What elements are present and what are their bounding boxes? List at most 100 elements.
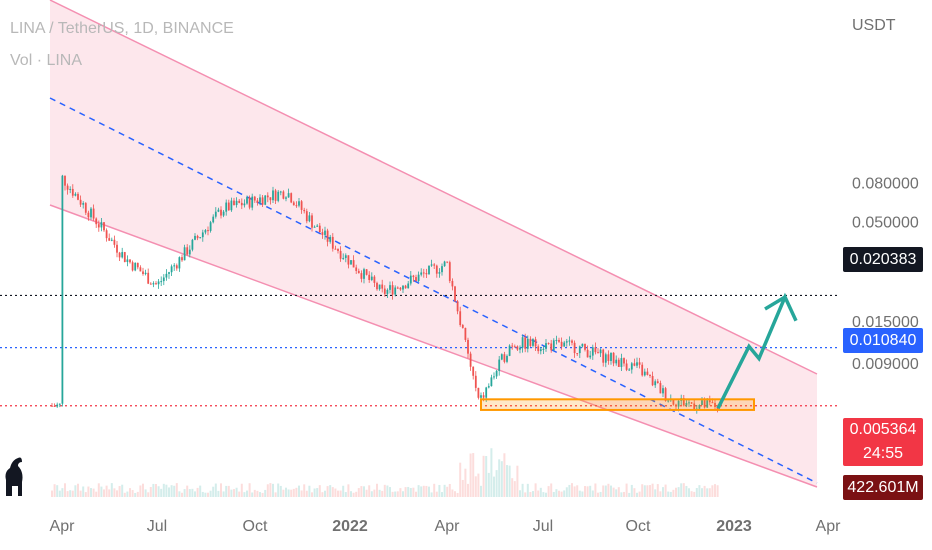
candle-body — [641, 364, 644, 376]
volume-bar — [376, 483, 378, 497]
volume-bar — [482, 455, 485, 497]
time-tick-label: Apr — [816, 518, 842, 535]
candle-body — [573, 342, 576, 354]
candle-body — [571, 340, 573, 343]
volume-bar — [178, 491, 181, 497]
candle-body — [412, 275, 415, 278]
candle-body — [178, 257, 181, 269]
candle-body — [331, 236, 334, 249]
volume-bar — [386, 485, 389, 497]
volume-bar — [555, 489, 558, 497]
candle-body — [69, 188, 72, 190]
volume-bar — [225, 485, 228, 497]
volume-bar — [186, 485, 189, 497]
volume-bar — [656, 484, 659, 497]
candle-body — [396, 287, 399, 289]
candle-body — [251, 196, 254, 208]
volume-bar — [51, 490, 53, 497]
volume-bar — [370, 491, 373, 497]
volume-bar — [149, 486, 152, 497]
candle-body — [160, 281, 163, 283]
candle-body — [92, 208, 95, 219]
channel-upper-line[interactable] — [49, 0, 818, 375]
candle-body — [456, 301, 459, 312]
projection-arrow[interactable] — [716, 292, 798, 410]
volume-bar — [503, 453, 506, 497]
channel-lower-line[interactable] — [49, 204, 818, 488]
volume-bar — [506, 465, 508, 497]
volume-bar — [464, 468, 467, 497]
candle-body — [253, 196, 256, 201]
volume-bar — [363, 486, 365, 497]
volume-bar — [350, 491, 352, 497]
candle-body — [188, 249, 191, 255]
candle-body — [329, 236, 332, 242]
volume-bar — [537, 490, 540, 497]
symbol-legend[interactable]: LINA / TetherUS, 1D, BINANCE — [10, 20, 234, 37]
time-axis[interactable]: Apr Jul Oct 2022 Apr Jul Oct 2023 Apr — [50, 518, 842, 535]
volume-bar — [448, 483, 451, 497]
volume-bar — [412, 487, 415, 497]
candle-body — [677, 400, 680, 407]
candle-body — [521, 337, 524, 348]
candle-body — [84, 203, 87, 213]
channel-midline[interactable] — [49, 97, 818, 484]
volume-bar — [274, 492, 277, 497]
candle-body — [357, 270, 360, 274]
volume-bar — [591, 490, 594, 497]
tradingview-logo-icon[interactable] — [0, 450, 30, 500]
candle-body — [74, 193, 77, 196]
volume-bar — [469, 453, 472, 497]
candle-body — [539, 349, 542, 352]
volume-bar — [378, 489, 381, 497]
volume-bar — [95, 491, 98, 497]
candle-body — [334, 248, 337, 250]
candle-body — [147, 272, 150, 284]
price-axis[interactable]: USDT0.0800000.0500000.0300000.0150000.00… — [852, 17, 919, 373]
candle-body — [53, 405, 56, 407]
candle-body — [474, 375, 477, 388]
volume-bar — [498, 459, 501, 497]
candle-body — [64, 175, 66, 186]
time-tick-label: Oct — [626, 518, 651, 535]
candle-body — [227, 202, 230, 211]
candle-body — [534, 339, 537, 347]
volume-bar — [409, 487, 412, 497]
price-tick-label: 0.015000 — [852, 314, 919, 331]
candle-body — [643, 371, 646, 376]
volume-bar — [542, 492, 545, 497]
support-zone-box[interactable] — [480, 398, 755, 411]
volume-bar — [516, 465, 519, 497]
candle-body — [565, 341, 568, 343]
candle-body — [186, 247, 189, 255]
volume-bar — [337, 490, 339, 497]
volume-bar — [654, 489, 657, 497]
volume-bar — [58, 490, 61, 497]
volume-bar — [175, 483, 178, 497]
volume-bar — [230, 489, 233, 497]
volume-bar — [196, 487, 199, 497]
volume-bar — [188, 489, 191, 497]
volume-bar — [248, 483, 251, 497]
volume-bar — [402, 491, 404, 497]
volume-bar — [181, 492, 183, 497]
candle-body — [498, 359, 501, 371]
volume-bar — [513, 481, 516, 497]
candle-body — [126, 259, 129, 262]
volume-bar — [602, 485, 605, 497]
candle-body — [469, 353, 472, 367]
volume-bar — [716, 485, 719, 497]
volume-bar — [97, 483, 100, 497]
volume-bar — [144, 489, 147, 497]
candle-body — [415, 277, 417, 282]
volume-bar — [352, 492, 355, 497]
volume-bar — [233, 489, 235, 497]
volume-legend: Vol · LINA — [10, 52, 83, 69]
candle-body — [300, 201, 303, 210]
volume-bar — [706, 488, 709, 497]
volume-bar — [165, 484, 168, 497]
candle-body — [139, 267, 142, 272]
candle-body — [318, 225, 321, 233]
candle-body — [407, 283, 410, 289]
